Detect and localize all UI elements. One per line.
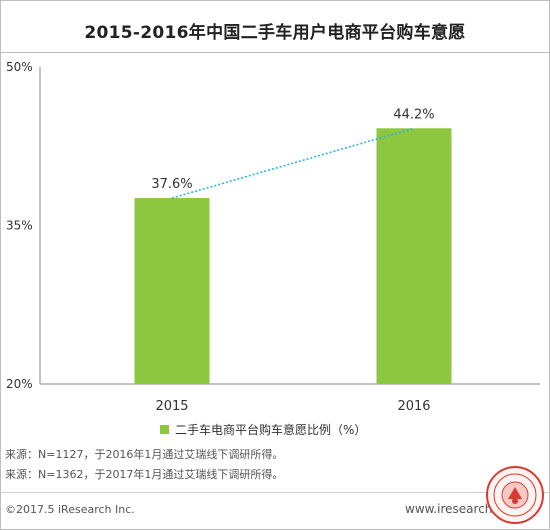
trend-line bbox=[171, 127, 415, 199]
data-label: 44.2% bbox=[393, 107, 434, 122]
y-tick-label: 20% bbox=[6, 377, 33, 391]
footer-divider bbox=[0, 492, 550, 493]
bar bbox=[376, 128, 452, 384]
copyright: ©2017.5 iResearch Inc. bbox=[5, 503, 135, 516]
legend-label: 二手车电商平台购车意愿比例（%） bbox=[175, 422, 367, 437]
x-tick-label: 2016 bbox=[397, 399, 430, 414]
bar bbox=[134, 198, 210, 384]
y-tick-label: 50% bbox=[6, 60, 33, 74]
website-link[interactable]: www.iresearch.com.cn bbox=[405, 502, 497, 516]
bar-chart: 20% 35% 50% 37.6% 44.2% 2015 2016 bbox=[6, 60, 540, 414]
source-note: 来源：N=1362，于2017年1月通过艾瑞线下调研所得。 bbox=[5, 468, 284, 481]
university-seal-icon bbox=[486, 466, 544, 524]
legend: 二手车电商平台购车意愿比例（%） bbox=[160, 421, 366, 437]
legend-swatch bbox=[160, 424, 169, 434]
chart-title: 2015-2016年中国二手车用户电商平台购车意愿 bbox=[84, 23, 466, 43]
x-tick-label: 2015 bbox=[155, 399, 188, 414]
title-divider bbox=[0, 52, 550, 53]
y-tick-label: 35% bbox=[6, 219, 33, 233]
data-label: 37.6% bbox=[151, 177, 192, 192]
source-note: 来源：N=1127，于2016年1月通过艾瑞线下调研所得。 bbox=[5, 448, 284, 461]
